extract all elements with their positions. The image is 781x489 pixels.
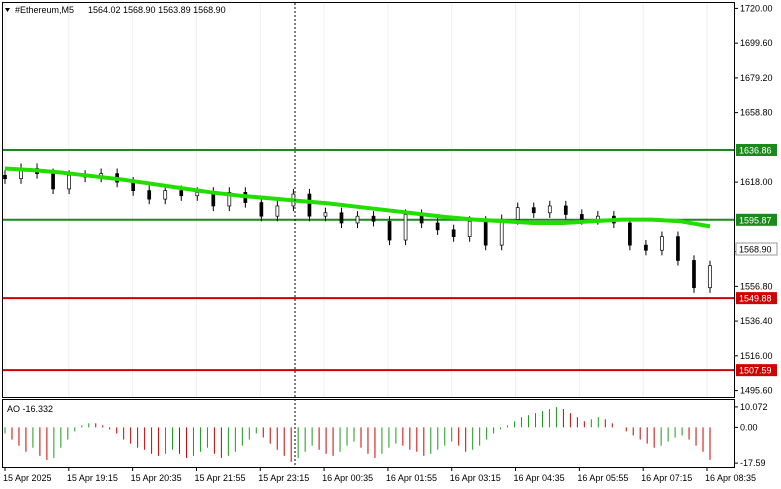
candle-body xyxy=(628,222,632,246)
price-tick-label: 1516.00 xyxy=(740,351,773,361)
candle-body xyxy=(451,229,456,237)
price-tick-label: 1699.60 xyxy=(740,38,773,48)
time-axis: 15 Apr 2025 15 Apr 19:15 15 Apr 20:35 15 Ap… xyxy=(3,467,756,483)
level-tag-label: 1595.87 xyxy=(739,215,772,225)
time-tick-label: 15 Apr 20:35 xyxy=(131,473,182,483)
ao-panel-frame xyxy=(2,399,735,468)
current-price-label: 1568.90 xyxy=(739,245,772,255)
ohlc-values: 1564.02 1568.90 1563.89 1568.90 xyxy=(88,5,226,15)
ao-tick-label: 0.00 xyxy=(740,422,758,432)
level-tag-label: 1636.86 xyxy=(739,145,772,155)
candle-body xyxy=(515,207,520,220)
candle-body xyxy=(131,181,136,191)
time-tick-label: 15 Apr 21:55 xyxy=(194,473,245,483)
time-tick-label: 16 Apr 04:35 xyxy=(514,473,565,483)
candle-body xyxy=(163,190,168,200)
price-tick-label: 1495.60 xyxy=(740,386,773,396)
time-tick-label: 15 Apr 23:15 xyxy=(258,473,309,483)
grid xyxy=(4,3,708,397)
price-tick-label: 1536.40 xyxy=(740,316,773,326)
time-tick-label: 16 Apr 07:15 xyxy=(641,473,692,483)
price-tick-label: 1658.80 xyxy=(740,108,773,118)
candle-body xyxy=(467,220,472,237)
candle-body xyxy=(531,207,536,214)
time-tick-label: 15 Apr 19:15 xyxy=(67,473,118,483)
time-tick-label: 16 Apr 03:15 xyxy=(450,473,501,483)
candle-body xyxy=(660,236,664,251)
symbol-label: #Ethereum,M5 xyxy=(15,5,74,15)
current-price-tag xyxy=(735,242,778,256)
price-axis: 1720.001699.601679.201658.801618.001577.… xyxy=(734,3,773,396)
ao-histogram xyxy=(4,407,711,462)
candle-body xyxy=(339,212,344,224)
candle-body xyxy=(227,191,232,207)
candle-body xyxy=(403,214,408,241)
candle-body xyxy=(692,260,696,289)
symbol-dropdown-icon[interactable] xyxy=(5,8,10,12)
time-tick-label: 16 Apr 05:55 xyxy=(577,473,628,483)
candle-body xyxy=(499,219,504,246)
candle-body xyxy=(579,214,584,220)
main-chart-frame xyxy=(2,2,735,398)
ao-tick-label: 10.072 xyxy=(740,402,768,412)
time-tick-label: 15 Apr 2025 xyxy=(3,473,52,483)
candle-body xyxy=(323,212,328,217)
level-tags: 1636.86 1595.87 1549.88 1507.59 xyxy=(736,143,777,377)
candle-body xyxy=(3,174,7,180)
candle-body xyxy=(676,236,680,261)
candle-body xyxy=(195,191,200,197)
level-tag xyxy=(736,213,777,226)
candle-body xyxy=(259,202,264,217)
price-tick-label: 1720.00 xyxy=(740,3,773,13)
candle-body xyxy=(275,205,280,217)
candle-body xyxy=(179,190,184,197)
candle-body xyxy=(51,173,55,190)
ao-axis: 10.072 0.00 -17.59 xyxy=(734,402,768,468)
ao-label: AO -16.332 xyxy=(7,404,53,414)
level-tag xyxy=(736,364,777,377)
price-tick-label: 1618.00 xyxy=(740,177,773,187)
candle-body xyxy=(644,244,648,251)
candle-body xyxy=(67,174,71,190)
candle-body xyxy=(547,205,552,214)
candle-body xyxy=(435,222,440,231)
candle-body xyxy=(371,215,376,222)
ao-tick-label: -17.59 xyxy=(740,458,766,468)
level-tag-label: 1507.59 xyxy=(739,366,772,376)
candle-body xyxy=(387,220,392,241)
price-tick-label: 1679.20 xyxy=(740,73,773,83)
time-tick-label: 16 Apr 01:55 xyxy=(386,473,437,483)
time-tick-label: 16 Apr 08:35 xyxy=(705,473,756,483)
level-tag xyxy=(736,143,777,156)
candle-body xyxy=(708,265,712,289)
candle-body xyxy=(563,205,568,215)
candle-body xyxy=(307,193,312,217)
candle-body xyxy=(147,190,152,200)
level-tag-label: 1549.88 xyxy=(739,294,772,304)
price-tick-label: 1556.80 xyxy=(740,281,773,291)
candle-body xyxy=(483,220,488,246)
moving-average-line xyxy=(4,166,711,229)
candle-body xyxy=(355,215,360,224)
time-tick-label: 16 Apr 00:35 xyxy=(322,473,373,483)
level-tag xyxy=(736,292,777,305)
